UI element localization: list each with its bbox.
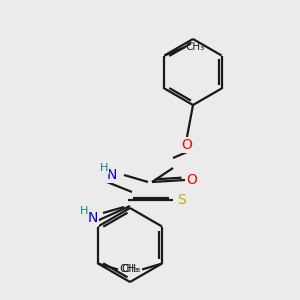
Text: CH₃: CH₃ <box>122 265 141 275</box>
Text: H: H <box>80 206 88 216</box>
Text: S: S <box>177 193 185 207</box>
Text: N: N <box>107 168 117 182</box>
Text: O: O <box>182 138 192 152</box>
Text: O: O <box>187 173 197 187</box>
Text: CH₃: CH₃ <box>119 265 138 275</box>
Text: N: N <box>88 211 98 225</box>
Text: H: H <box>100 163 108 173</box>
Text: CH₃: CH₃ <box>185 43 205 52</box>
